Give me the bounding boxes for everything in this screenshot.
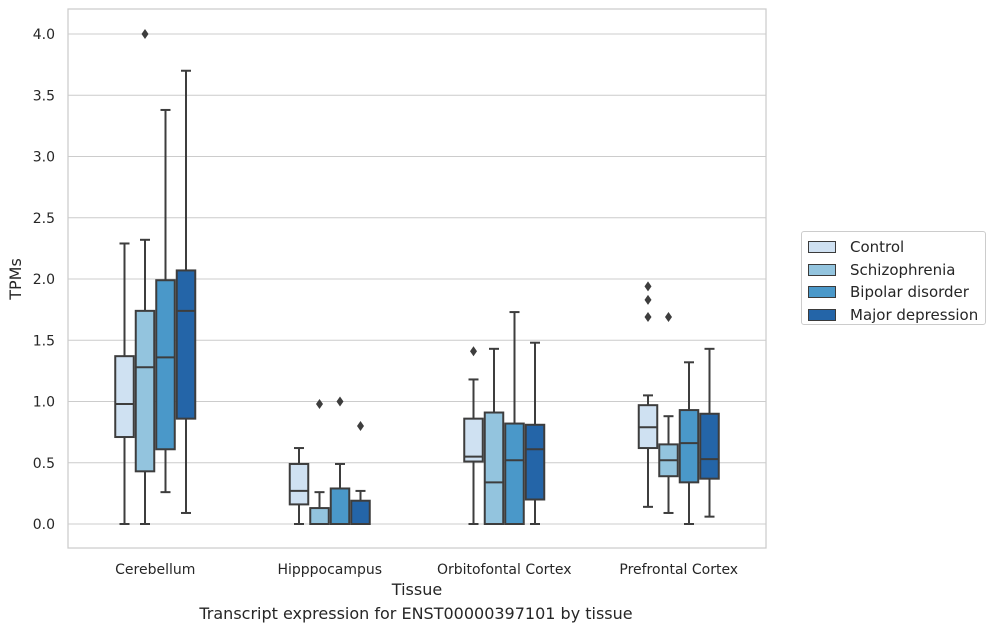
legend-item-bipolar-disorder: Bipolar disorder [808, 281, 979, 304]
x-tick-label: Prefrontal Cortex [619, 562, 738, 578]
box-schizophrenia [658, 311, 679, 514]
x-tick-label: Orbitofontal Cortex [437, 562, 572, 578]
box-bipolar-disorder [155, 108, 176, 494]
box-iqr [699, 412, 720, 480]
box-iqr [175, 269, 197, 420]
y-axis-label: TPMs [6, 258, 25, 301]
legend-item-schizophrenia: Schizophrenia [808, 259, 979, 282]
y-tick-label: 4.0 [33, 27, 55, 43]
box-control [288, 447, 310, 525]
y-tick-label: 0.0 [33, 517, 55, 533]
box-schizophrenia [309, 398, 330, 526]
y-tick-label: 1.5 [33, 333, 55, 349]
y-tick-label: 2.0 [33, 272, 55, 288]
outlier-point [644, 281, 652, 292]
legend-label: Bipolar disorder [850, 283, 969, 302]
legend-label: Control [850, 238, 905, 257]
outlier-point [644, 311, 652, 322]
box-iqr [114, 355, 135, 439]
x-tick-labels: Cerebellum Hipppocampus Orbitofontal Corte… [115, 562, 738, 578]
box-iqr [524, 423, 546, 501]
outlier-point [336, 396, 344, 407]
outlier-point [141, 29, 149, 39]
outlier-point [316, 398, 323, 409]
outlier-point [665, 311, 672, 322]
x-tick-label: Cerebellum [115, 562, 195, 578]
box-schizophrenia [134, 29, 156, 525]
box-major-depression [699, 347, 720, 518]
box-iqr [309, 507, 330, 526]
y-tick-label: 3.0 [33, 150, 55, 166]
box-bipolar-disorder [329, 396, 351, 526]
legend-label: Major depression [850, 305, 979, 324]
plot-frame [67, 8, 767, 549]
box-major-depression [524, 341, 546, 525]
outlier-point [357, 421, 364, 431]
box-iqr [483, 411, 505, 525]
legend-swatch [808, 286, 836, 299]
box-iqr [155, 279, 176, 451]
y-tick-label: 1.0 [33, 395, 55, 411]
outlier-point [470, 346, 477, 357]
y-tick-labels: 0.0 0.5 1.0 1.5 2.0 2.5 3.0 3.5 4.0 [33, 27, 55, 533]
box-bipolar-disorder [504, 311, 525, 525]
box-iqr [504, 422, 525, 525]
legend: Control Schizophrenia Bipolar disorder M… [801, 231, 986, 325]
box-iqr [288, 462, 310, 506]
y-tick-label: 3.5 [33, 88, 55, 104]
box-iqr [678, 409, 700, 484]
box-iqr [463, 417, 484, 463]
legend-label: Schizophrenia [850, 260, 956, 279]
legend-swatch [808, 263, 836, 276]
box-bipolar-disorder [678, 361, 700, 525]
box-major-depression [175, 69, 197, 514]
box-control [637, 281, 659, 508]
legend-item-major-depression: Major depression [808, 304, 979, 327]
x-tick-label: Hipppocampus [277, 562, 382, 578]
legend-swatch [808, 308, 836, 321]
box-iqr [134, 309, 156, 473]
y-tick-label: 2.5 [33, 211, 55, 227]
box-iqr [350, 499, 371, 526]
box-control [463, 346, 484, 525]
x-axis-label: Tissue [391, 580, 442, 599]
legend-item-control: Control [808, 236, 979, 259]
box-series [114, 29, 720, 526]
y-tick-label: 0.5 [33, 456, 55, 472]
outlier-point [644, 294, 652, 305]
box-schizophrenia [483, 347, 505, 525]
box-control [114, 242, 135, 525]
box-iqr [329, 487, 351, 526]
figure-caption: Transcript expression for ENST0000039710… [199, 604, 633, 623]
box-major-depression [350, 421, 371, 526]
legend-swatch [808, 241, 836, 254]
